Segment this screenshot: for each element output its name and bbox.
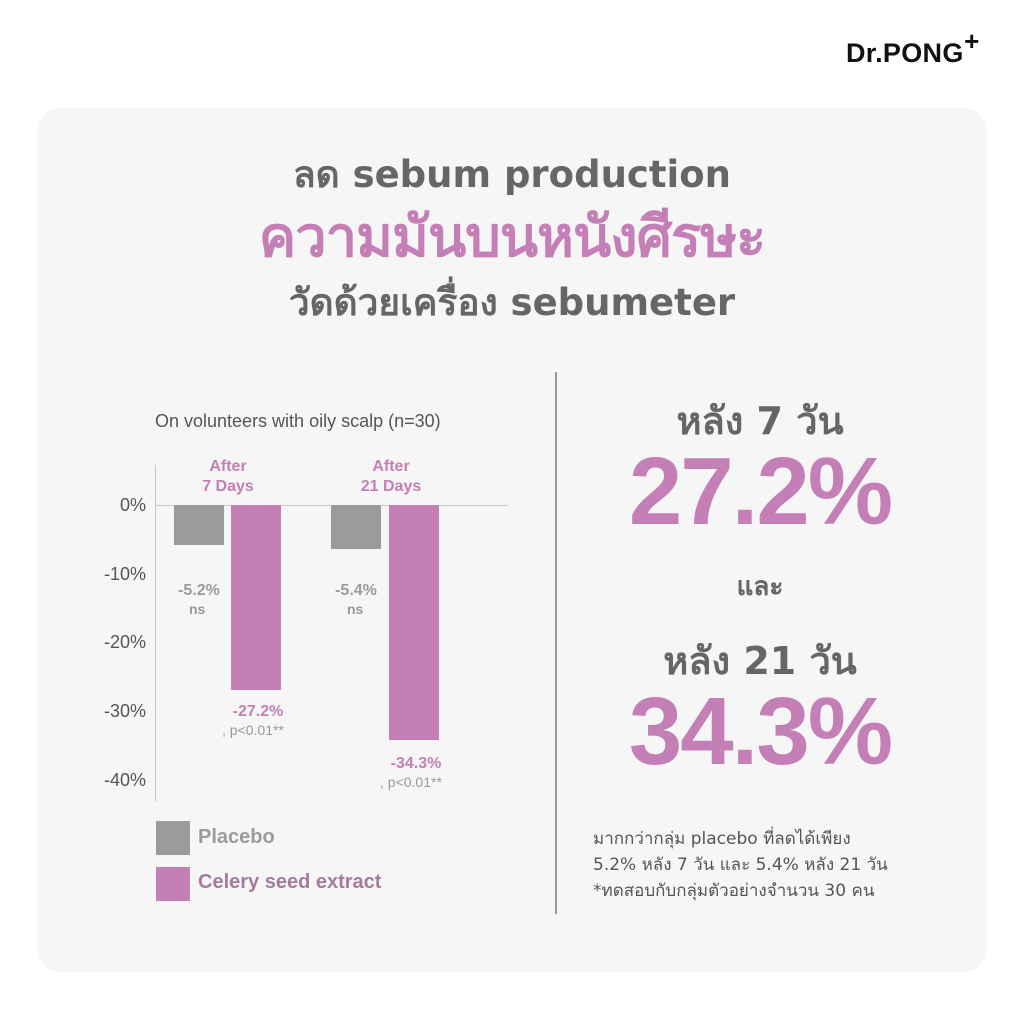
y-tick: -30%	[103, 701, 146, 721]
headline-line1: ลด sebum production	[292, 153, 731, 196]
result-heading-21-days: หลัง 21 วัน	[663, 639, 857, 683]
chart-title: On volunteers with oily scalp (n=30)	[155, 411, 441, 431]
bar-extract-7-days	[231, 505, 281, 690]
significance-extract-21: , p<0.01**	[380, 774, 442, 790]
legend-swatch-extract	[156, 867, 190, 901]
significance-placebo-21: ns	[347, 601, 364, 617]
plus-icon: +	[964, 26, 980, 56]
bar-placebo-21-days	[331, 505, 381, 549]
result-heading-7-days: หลัง 7 วัน	[676, 399, 844, 443]
bar-extract-21-days	[389, 505, 439, 740]
footnote-line: *ทดสอบกับกลุ่มตัวอย่างจำนวน 30 คน	[593, 881, 875, 901]
headline-line2: ความมันบนหนังศีรษะ	[258, 205, 766, 270]
result-value-7-days: 27.2%	[628, 438, 893, 545]
y-tick: -40%	[103, 770, 146, 790]
group-label-21-days: After 21 Days	[341, 457, 441, 497]
legend-label-extract: Celery seed extract	[198, 871, 382, 893]
y-axis-line	[155, 465, 156, 802]
result-value-21-days: 34.3%	[628, 678, 893, 785]
value-label-placebo-21: -5.4%	[335, 582, 377, 599]
headline-line3: วัดด้วยเครื่อง sebumeter	[288, 281, 736, 324]
group-label-line: After	[209, 458, 247, 475]
value-label-placebo-7: -5.2%	[178, 582, 220, 599]
significance-extract-7: , p<0.01**	[222, 722, 284, 738]
legend-swatch-placebo	[156, 821, 190, 855]
value-label-extract-7: -27.2%	[232, 703, 284, 720]
vertical-divider	[555, 372, 557, 914]
group-label-line: After	[372, 458, 410, 475]
y-tick: -10%	[103, 564, 146, 584]
brand-logo: Dr.PONG +	[846, 26, 979, 69]
footnote-line: 5.2% หลัง 7 วัน และ 5.4% หลัง 21 วัน	[593, 855, 888, 875]
footnote: มากกว่ากลุ่ม placebo ที่ลดได้เพียง 5.2% …	[593, 826, 888, 904]
y-tick: -20%	[103, 632, 146, 652]
footnote-line: มากกว่ากลุ่ม placebo ที่ลดได้เพียง	[593, 829, 851, 849]
group-label-line: 7 Days	[202, 478, 254, 495]
y-tick: 0%	[119, 495, 146, 515]
group-label-7-days: After 7 Days	[178, 457, 278, 497]
value-label-extract-21: -34.3%	[390, 755, 442, 772]
significance-placebo-7: ns	[189, 601, 206, 617]
and-label: และ	[736, 572, 784, 602]
brand-name: Dr.PONG	[846, 38, 964, 68]
group-label-line: 21 Days	[360, 478, 422, 495]
legend-label-placebo: Placebo	[198, 826, 275, 848]
bar-placebo-7-days	[174, 505, 224, 545]
